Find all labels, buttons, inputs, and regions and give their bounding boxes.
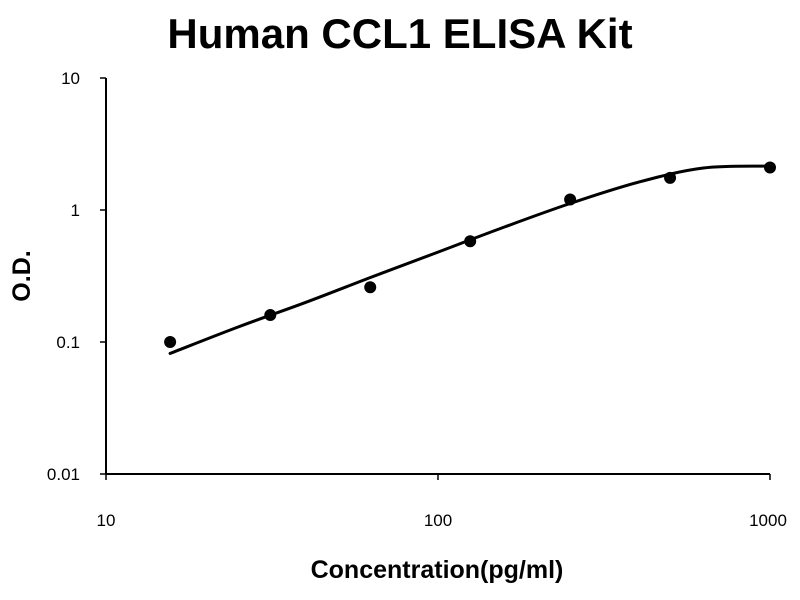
- data-point: [564, 193, 577, 206]
- y-tick-label: 1: [71, 201, 80, 220]
- y-tick-label: 0.01: [47, 465, 80, 484]
- chart-title: Human CCL1 ELISA Kit: [167, 10, 633, 57]
- x-axis-title: Concentration(pg/ml): [311, 556, 564, 584]
- x-tick-label: 100: [424, 511, 452, 530]
- x-tick-label: 1000: [749, 511, 787, 530]
- data-point: [264, 309, 277, 322]
- y-axis-title: O.D.: [8, 250, 36, 301]
- fitted-curve: [168, 164, 772, 355]
- data-point: [664, 171, 677, 184]
- data-point: [464, 235, 477, 248]
- data-point: [764, 161, 776, 174]
- y-tick-label: 10: [61, 69, 80, 88]
- data-point: [364, 281, 377, 294]
- axes: [105, 78, 770, 475]
- y-tick-label: 0.1: [56, 333, 80, 352]
- data-point: [164, 336, 177, 348]
- data-points-layer: [164, 161, 776, 348]
- x-tick-label: 10: [97, 511, 116, 530]
- fitted-curve-layer: [168, 164, 772, 355]
- ticks: 0.01 0.1 1 10 10 100 1000: [47, 69, 787, 530]
